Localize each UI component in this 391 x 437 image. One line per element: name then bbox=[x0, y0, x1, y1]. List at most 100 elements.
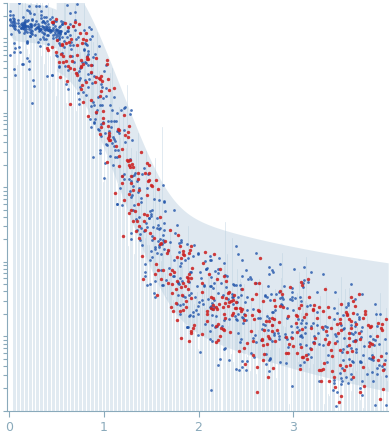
Point bbox=[27, 21, 34, 28]
Point bbox=[296, 361, 303, 368]
Point bbox=[62, 20, 68, 27]
Point bbox=[93, 110, 99, 117]
Point bbox=[154, 222, 161, 229]
Point bbox=[383, 316, 389, 323]
Point bbox=[83, 91, 89, 98]
Point bbox=[12, 45, 18, 52]
Point bbox=[28, 29, 34, 36]
Point bbox=[75, 76, 82, 83]
Point bbox=[80, 60, 86, 67]
Point bbox=[199, 288, 205, 295]
Point bbox=[210, 284, 216, 291]
Point bbox=[176, 239, 182, 246]
Point bbox=[324, 323, 330, 330]
Point bbox=[68, 36, 74, 43]
Point bbox=[186, 312, 192, 319]
Point bbox=[328, 347, 334, 354]
Point bbox=[97, 149, 104, 156]
Point bbox=[45, 27, 51, 34]
Point bbox=[352, 323, 358, 329]
Point bbox=[301, 314, 308, 321]
Point bbox=[47, 0, 53, 5]
Point bbox=[357, 328, 364, 335]
Point bbox=[115, 130, 122, 137]
Point bbox=[346, 316, 352, 323]
Point bbox=[111, 85, 117, 92]
Point bbox=[16, 0, 23, 6]
Point bbox=[7, 16, 13, 23]
Point bbox=[339, 378, 345, 385]
Point bbox=[174, 221, 180, 228]
Point bbox=[222, 272, 228, 279]
Point bbox=[175, 231, 181, 238]
Point bbox=[132, 208, 138, 215]
Point bbox=[56, 40, 62, 47]
Point bbox=[126, 133, 132, 140]
Point bbox=[82, 40, 88, 47]
Point bbox=[186, 338, 192, 345]
Point bbox=[8, 31, 14, 38]
Point bbox=[336, 399, 342, 406]
Point bbox=[103, 85, 109, 92]
Point bbox=[146, 170, 152, 177]
Point bbox=[332, 340, 338, 347]
Point bbox=[41, 31, 47, 38]
Point bbox=[188, 264, 195, 271]
Point bbox=[230, 294, 236, 301]
Point bbox=[24, 39, 30, 46]
Point bbox=[268, 290, 274, 297]
Point bbox=[34, 23, 41, 30]
Point bbox=[222, 283, 229, 290]
Point bbox=[285, 350, 291, 357]
Point bbox=[36, 0, 42, 3]
Point bbox=[233, 282, 239, 289]
Point bbox=[178, 238, 184, 245]
Point bbox=[233, 316, 240, 323]
Point bbox=[167, 270, 173, 277]
Point bbox=[74, 69, 80, 76]
Point bbox=[370, 336, 376, 343]
Point bbox=[201, 282, 207, 289]
Point bbox=[39, 24, 46, 31]
Point bbox=[258, 325, 265, 332]
Point bbox=[54, 32, 60, 39]
Point bbox=[144, 160, 150, 166]
Point bbox=[134, 177, 140, 184]
Point bbox=[138, 170, 145, 177]
Point bbox=[197, 268, 204, 275]
Point bbox=[146, 176, 152, 183]
Point bbox=[153, 177, 159, 184]
Point bbox=[167, 238, 173, 245]
Point bbox=[41, 24, 47, 31]
Point bbox=[212, 304, 219, 311]
Point bbox=[71, 66, 77, 73]
Point bbox=[127, 156, 133, 163]
Point bbox=[7, 17, 13, 24]
Point bbox=[90, 99, 96, 106]
Point bbox=[63, 58, 69, 65]
Point bbox=[244, 340, 251, 347]
Point bbox=[114, 201, 120, 208]
Point bbox=[126, 191, 133, 198]
Point bbox=[62, 30, 68, 37]
Point bbox=[93, 109, 99, 116]
Point bbox=[184, 324, 190, 331]
Point bbox=[349, 357, 355, 364]
Point bbox=[372, 402, 378, 409]
Point bbox=[256, 307, 262, 314]
Point bbox=[334, 389, 340, 396]
Point bbox=[85, 71, 91, 78]
Point bbox=[221, 326, 228, 333]
Point bbox=[55, 28, 61, 35]
Point bbox=[128, 230, 135, 237]
Point bbox=[152, 243, 158, 250]
Point bbox=[175, 278, 181, 285]
Point bbox=[270, 364, 276, 371]
Point bbox=[370, 353, 377, 360]
Point bbox=[17, 48, 23, 55]
Point bbox=[63, 2, 70, 9]
Point bbox=[208, 305, 214, 312]
Point bbox=[202, 320, 208, 327]
Point bbox=[59, 41, 65, 48]
Point bbox=[91, 116, 98, 123]
